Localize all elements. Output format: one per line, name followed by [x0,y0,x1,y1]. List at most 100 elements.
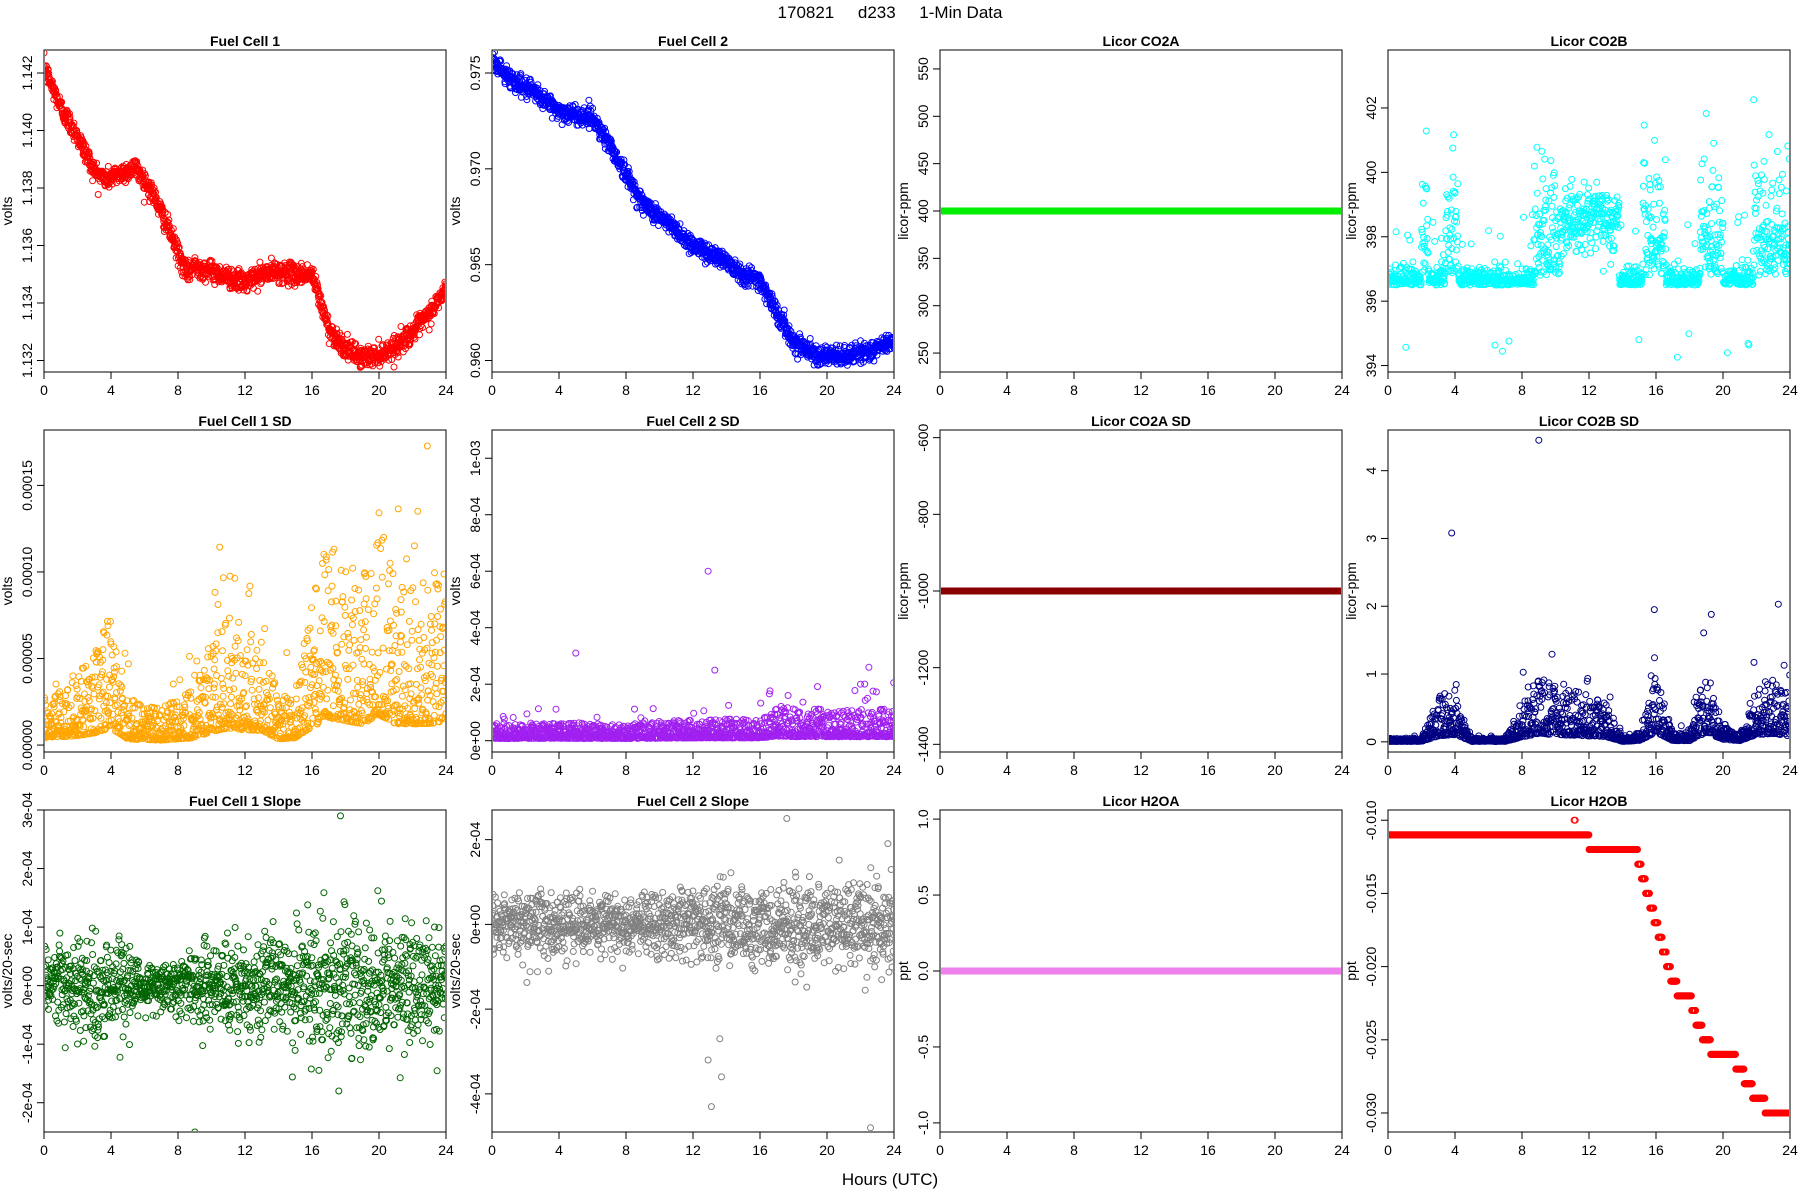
panel-title: Fuel Cell 1 [210,33,280,49]
data-point [517,70,525,78]
data-point [534,81,542,89]
y-axis-label: volts [0,197,15,226]
data-point [152,193,160,201]
y-tick-label: 500 [915,104,931,128]
data-point [1539,175,1547,183]
data-point [85,150,93,158]
data-point [768,290,776,298]
y-tick-label: 300 [915,294,931,318]
data-point [1530,162,1538,170]
data-point [748,264,755,272]
data-point [1402,343,1410,351]
data-point [167,226,175,234]
data-point [1458,240,1466,248]
data-point [134,162,142,170]
panel-1: Fuel Cell 10 4 8 12 16 20 241.1321.1341.1361.1… [0,33,454,398]
x-tick-label: 8 [1070,382,1078,398]
data-point [406,340,414,348]
data-point [794,355,802,363]
data-point [243,287,251,295]
data-point [267,254,275,262]
x-tick-label: 4 [1003,382,1011,398]
data-point [228,265,235,273]
data-point [772,307,780,315]
x-tick-label: 0 [40,382,48,398]
data-point [390,363,398,371]
y-tick-label: 1.142 [19,55,35,90]
y-tick-label: 1.136 [19,228,35,263]
data-point [1541,155,1549,163]
data-point [45,71,49,79]
data-point [1496,232,1504,240]
data-point [773,302,781,309]
data-point [688,235,696,243]
data-point [1444,208,1451,215]
data-point [133,158,141,166]
data-point [701,239,709,247]
data-point [419,324,426,331]
data-point [441,278,445,286]
data-point [376,362,384,370]
x-tick-label: 16 [752,382,768,398]
data-point [1501,258,1509,266]
data-point [45,65,52,73]
x-tick-label: 8 [174,382,182,398]
data-point [388,339,396,346]
x-tick-label: 0 [936,382,944,398]
data-point [617,155,625,163]
y-tick-label: 1.134 [19,285,35,320]
data-point [1514,260,1522,268]
data-point [1499,347,1506,355]
data-point [169,225,177,233]
data-point [493,51,498,56]
data-points [493,51,893,369]
data-point [620,156,628,164]
data-point [316,293,324,301]
data-point [442,280,445,288]
x-tick-label: 24 [886,382,902,398]
data-point [324,319,332,326]
data-point [207,256,214,264]
x-tick-label: 12 [685,382,701,398]
data-point [180,255,188,263]
data-point [318,298,326,306]
y-tick-label: 400 [915,199,931,223]
data-point [175,243,183,251]
data-point [1431,237,1439,245]
data-point [611,147,619,155]
data-point [322,311,330,319]
x-tick-label: 4 [107,382,115,398]
data-point [225,265,233,273]
data-point [1467,240,1475,248]
data-point [1446,224,1454,232]
data-point [367,360,375,368]
data-point [630,178,638,186]
data-points [941,207,1341,215]
data-point [639,211,647,219]
data-point [586,102,594,110]
data-point [890,342,893,350]
data-point [624,164,632,172]
x-tick-label: 16 [304,382,320,398]
data-point [1491,341,1499,349]
y-tick-label: 550 [915,57,931,81]
data-point [441,286,445,294]
data-point [1450,131,1458,139]
data-point [870,357,878,365]
y-tick-label: 0.960 [467,343,483,378]
data-point [612,148,620,156]
data-point [140,198,148,206]
data-points [1389,96,1789,361]
data-point [158,203,166,211]
data-point [208,257,216,265]
data-point [141,172,149,179]
data-point [514,77,522,85]
data-point [174,240,182,248]
data-point [836,342,844,350]
data-point [633,204,641,212]
y-axis-label: licor-ppm [895,182,911,240]
data-point [159,206,167,214]
